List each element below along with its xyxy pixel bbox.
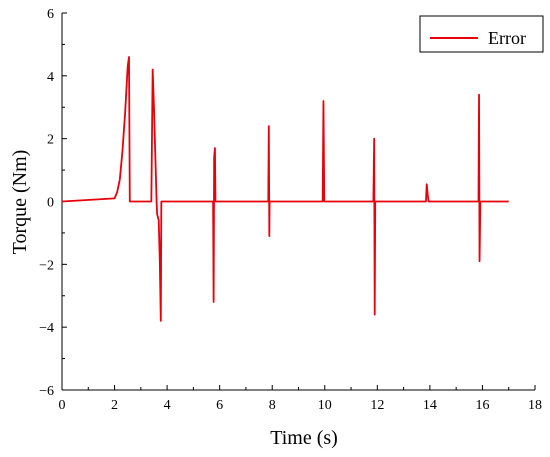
y-tick-label: −4 (39, 321, 54, 336)
x-tick-label: 4 (164, 398, 171, 413)
x-tick-label: 6 (216, 398, 223, 413)
x-tick-label: 18 (528, 398, 542, 413)
y-tick-label: −6 (39, 384, 54, 399)
series-group (61, 56, 509, 322)
x-tick-label: 16 (475, 398, 489, 413)
y-tick-label: 4 (47, 70, 54, 85)
series-line-error (61, 56, 509, 322)
axes-group: 0 2 4 6 8 10 12 14 16 18 −6 −4 −2 0 2 4 6 (39, 7, 542, 413)
x-tick-label: 12 (370, 398, 384, 413)
x-tick-label: 14 (423, 398, 437, 413)
x-tick-label: 0 (59, 398, 66, 413)
y-axis-title: Torque (Nm) (9, 150, 31, 255)
x-tick-label: 2 (111, 398, 118, 413)
y-tick-label: −2 (39, 258, 54, 273)
y-tick-label: 6 (47, 7, 54, 22)
legend: Error (419, 15, 544, 53)
x-axis-title: Time (s) (270, 427, 338, 449)
x-tick-label: 8 (269, 398, 276, 413)
y-tick-label: 2 (47, 133, 54, 148)
legend-box (419, 15, 544, 53)
legend-label-error: Error (488, 28, 526, 48)
x-tick-label: 10 (318, 398, 332, 413)
y-tick-label: 0 (47, 196, 54, 211)
